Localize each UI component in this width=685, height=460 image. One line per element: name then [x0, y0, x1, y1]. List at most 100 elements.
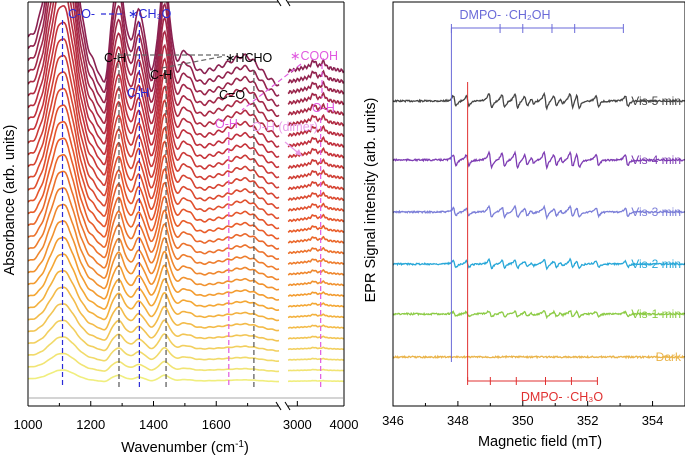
ftir-trace-low — [28, 203, 280, 281]
ftir-trace-low — [28, 187, 280, 271]
epr-trace-label: Vis-5 min — [631, 94, 681, 108]
ftir-ylabel: Absorbance (arb. units) — [2, 125, 18, 276]
ftir-trace-high — [287, 291, 344, 297]
ftir-trace — [28, 4, 344, 158]
ftir-trace-low — [28, 220, 280, 291]
ann-o-h-left: O-H — [215, 117, 238, 131]
ftir-trace-high — [287, 80, 344, 95]
ftir-trace-low — [28, 236, 280, 301]
ftir-trace — [28, 269, 344, 322]
ftir-trace — [28, 220, 344, 291]
ftir-trace-high — [288, 379, 344, 383]
ftir-trace-high — [287, 124, 344, 138]
ftir-trace-low — [28, 2, 280, 97]
ftir-trace-low — [28, 4, 280, 158]
ftir-trace-high — [287, 324, 344, 329]
ftir-trace — [28, 253, 344, 311]
epr-trace — [393, 309, 685, 320]
ftir-trace-high — [287, 335, 344, 340]
ftir-trace-high — [287, 235, 344, 244]
ftir-trace-high — [287, 135, 344, 148]
ftir-trace-low — [28, 336, 280, 362]
ftir-trace-low — [28, 352, 280, 373]
ftir-panel: 1000 1200 1400 1600 3000 4000 Wavenumber (cm-… — [2, 0, 358, 456]
axis-break-marks — [275, 0, 291, 411]
ftir-trace — [28, 187, 344, 271]
ftir-trace-low — [28, 2, 280, 148]
epr-tick-label: 352 — [577, 413, 599, 428]
ftir-trace — [28, 286, 344, 332]
ftir-tick-label: 4000 — [330, 417, 359, 432]
ftir-trace-low — [28, 2, 280, 87]
epr-xlabel: Magnetic field (mT) — [478, 434, 602, 450]
ftir-guides — [61, 20, 322, 388]
ftir-tick-label: 1200 — [76, 417, 105, 432]
epr-ch2oh-label: DMPO- ·CH₂OH — [460, 8, 551, 22]
ann-ch3o: ∗CH₃O — [128, 7, 172, 21]
ftir-trace — [28, 203, 344, 281]
ann-c-o: C-O- — [68, 7, 95, 21]
ftir-trace — [28, 54, 344, 189]
ann-c-eq-o: C=O — [219, 88, 245, 102]
ftir-trace-low — [28, 21, 280, 169]
ftir-trace — [28, 2, 344, 128]
epr-trace — [393, 257, 685, 271]
ftir-trace — [28, 120, 344, 230]
ftir-tick-label: 1000 — [14, 417, 43, 432]
ftir-trace-low — [28, 104, 280, 220]
ann-hcho: ∗HCHO — [225, 51, 273, 65]
ftir-trace — [28, 336, 344, 362]
ftir-trace — [28, 2, 344, 97]
epr-ylabel: EPR Signal intensity (arb. units) — [363, 98, 379, 303]
ftir-trace — [28, 38, 344, 179]
epr-tick-label: 348 — [447, 413, 469, 428]
ann-c-h-mid: C-H — [150, 68, 172, 82]
epr-trace — [393, 204, 685, 221]
ftir-trace — [28, 303, 344, 342]
ftir-tick-label: 1600 — [202, 417, 231, 432]
ftir-trace — [28, 2, 344, 138]
ftir-trace-high — [287, 257, 344, 265]
ftir-trace-high — [287, 58, 344, 74]
ann-c-h-blue: C-H — [127, 86, 149, 100]
ftir-trace-low — [28, 303, 280, 342]
ftir-xlabel: Wavenumber (cm-1) — [121, 439, 249, 456]
ftir-annotations: C-O- ∗CH₃O C-H C-H C-H ∗HCHO ∗COOH C=O O… — [68, 7, 338, 134]
ftir-trace-low — [28, 286, 280, 332]
epr-tick-label: 346 — [382, 413, 404, 428]
epr-trace-label: Vis-1 min — [631, 307, 681, 321]
ftir-trace — [28, 352, 344, 373]
ftir-trace-low — [28, 120, 280, 230]
ftir-trace-low — [28, 38, 280, 179]
ftir-trace — [28, 137, 344, 240]
ftir-annotation-connectors — [101, 13, 323, 157]
ftir-trace-high — [287, 246, 344, 255]
ftir-trace-high — [287, 113, 344, 127]
ftir-trace — [28, 2, 344, 117]
ftir-trace — [28, 104, 344, 220]
ftir-trace-low — [28, 269, 280, 322]
ftir-trace — [28, 2, 344, 148]
ftir-trace — [28, 71, 344, 199]
ftir-trace — [28, 236, 344, 301]
ftir-trace-high — [287, 69, 344, 84]
ftir-trace — [28, 153, 344, 250]
epr-trace-labels: Vis-5 min Vis-4 min Vis-3 min Vis-2 min Vis-… — [631, 94, 682, 364]
epr-tick-label: 350 — [512, 413, 534, 428]
ann-cooh: ∗COOH — [290, 49, 338, 63]
epr-trace-label: Vis-2 min — [631, 257, 681, 271]
ftir-trace-low — [28, 369, 279, 383]
ftir-trace-low — [28, 2, 280, 107]
ftir-trace-low — [28, 2, 280, 117]
ftir-tick-label: 3000 — [283, 417, 312, 432]
ann-o-h-right: O-H — [312, 101, 335, 115]
ftir-trace-high — [287, 280, 344, 287]
epr-tick-label: 354 — [642, 413, 664, 428]
ann-c-h-left: C-H — [104, 51, 126, 65]
ftir-trace-high — [287, 91, 344, 106]
ftir-trace-low — [28, 170, 280, 260]
ftir-trace-high — [287, 180, 344, 191]
ftir-trace-high — [287, 268, 344, 276]
ftir-tick-label: 1400 — [139, 417, 168, 432]
